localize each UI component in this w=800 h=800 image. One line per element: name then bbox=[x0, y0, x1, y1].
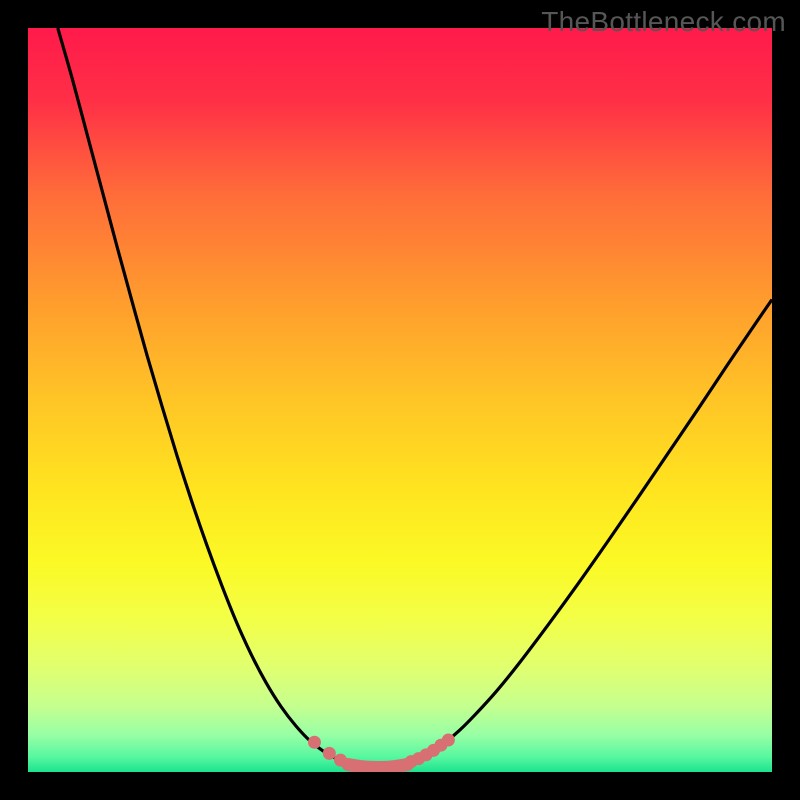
outer-frame: TheBottleneck.com bbox=[0, 0, 800, 800]
left-salmon-dot-0 bbox=[308, 736, 321, 749]
left-curve bbox=[58, 28, 341, 761]
left-salmon-dot-1 bbox=[323, 747, 336, 760]
bottom-salmon-segment bbox=[348, 765, 408, 768]
right-curve bbox=[415, 300, 772, 761]
chart-svg-layer bbox=[28, 28, 772, 772]
left-salmon-dot-2 bbox=[334, 754, 347, 767]
plot-area bbox=[28, 28, 772, 772]
watermark-text: TheBottleneck.com bbox=[541, 6, 786, 38]
right-salmon-dot-5 bbox=[442, 734, 455, 747]
